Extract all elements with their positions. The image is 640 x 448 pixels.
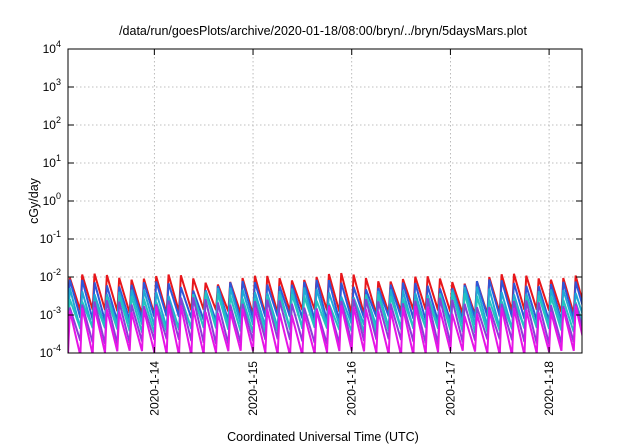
x-tick-label: 2020-1-14 (147, 361, 161, 416)
x-tick-label: 2020-1-17 (443, 361, 457, 416)
y-tick-label: 10-4 (40, 343, 61, 360)
series-line (68, 304, 582, 353)
y-tick-label: 104 (43, 39, 61, 56)
chart-title: /data/run/goesPlots/archive/2020-01-18/0… (119, 24, 527, 38)
y-tick-label: 103 (43, 77, 61, 94)
x-tick-label: 2020-1-15 (246, 361, 260, 416)
ticks: 10-4 10-3 10-2 10-1 100 101 102 103 104 2020-1-14… (40, 39, 582, 416)
y-axis-label: cGy/day (27, 177, 41, 224)
y-tick-label: 100 (43, 191, 61, 208)
x-tick-label: 2020-1-18 (542, 361, 556, 416)
series-layer (68, 272, 582, 353)
x-tick-label: 2020-1-16 (345, 361, 359, 416)
y-tick-label: 101 (43, 153, 61, 170)
y-tick-label: 10-1 (40, 229, 61, 246)
x-axis-label: Coordinated Universal Time (UTC) (227, 430, 419, 444)
y-tick-label: 10-3 (40, 305, 61, 322)
y-tick-label: 10-2 (40, 267, 61, 284)
y-tick-label: 102 (43, 115, 61, 132)
